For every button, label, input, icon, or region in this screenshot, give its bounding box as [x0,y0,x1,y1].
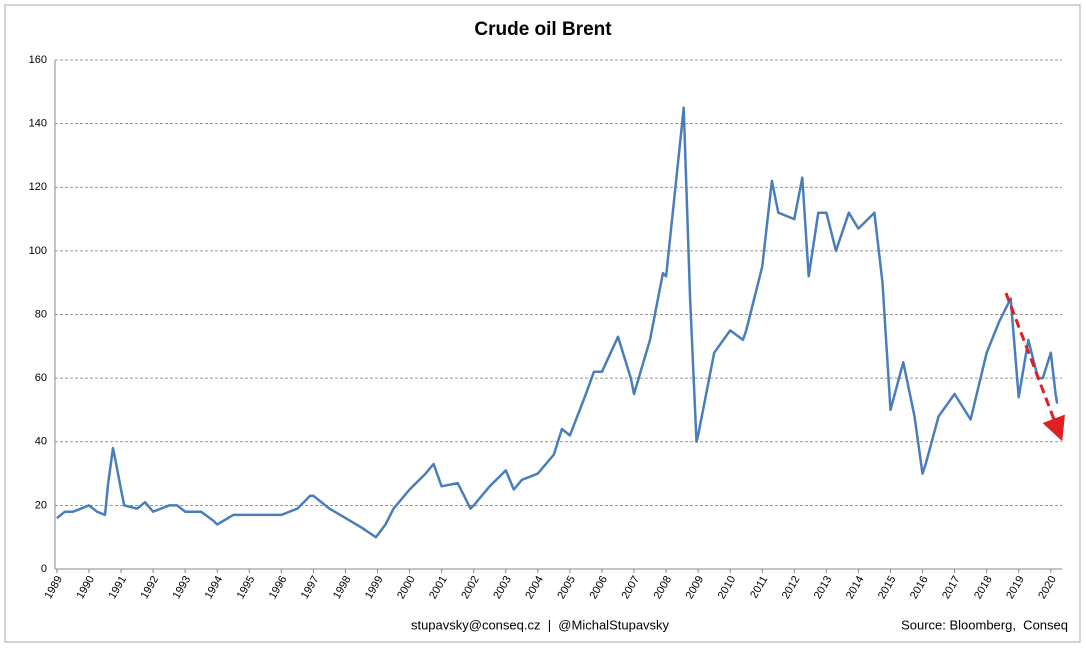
trend-arrow [1004,292,1065,442]
footer: stupavsky@conseq.cz | @MichalStupavsky [411,617,670,632]
y-tick-label: 20 [35,499,47,511]
chart-frame [4,4,1081,643]
source: Source: Bloomberg, Conseq [901,617,1068,632]
y-tick-label: 80 [35,308,47,320]
series-line [56,106,1059,539]
y-tick-label: 60 [35,372,47,384]
chart-title: Crude oil Brent [474,19,612,40]
y-tick-label: 0 [41,563,47,575]
y-tick-label: 40 [35,436,47,448]
y-tick-label: 140 [29,118,47,130]
y-tick-label: 100 [29,245,47,257]
y-tick-label: 120 [29,181,47,193]
y-tick-label: 160 [29,54,47,66]
